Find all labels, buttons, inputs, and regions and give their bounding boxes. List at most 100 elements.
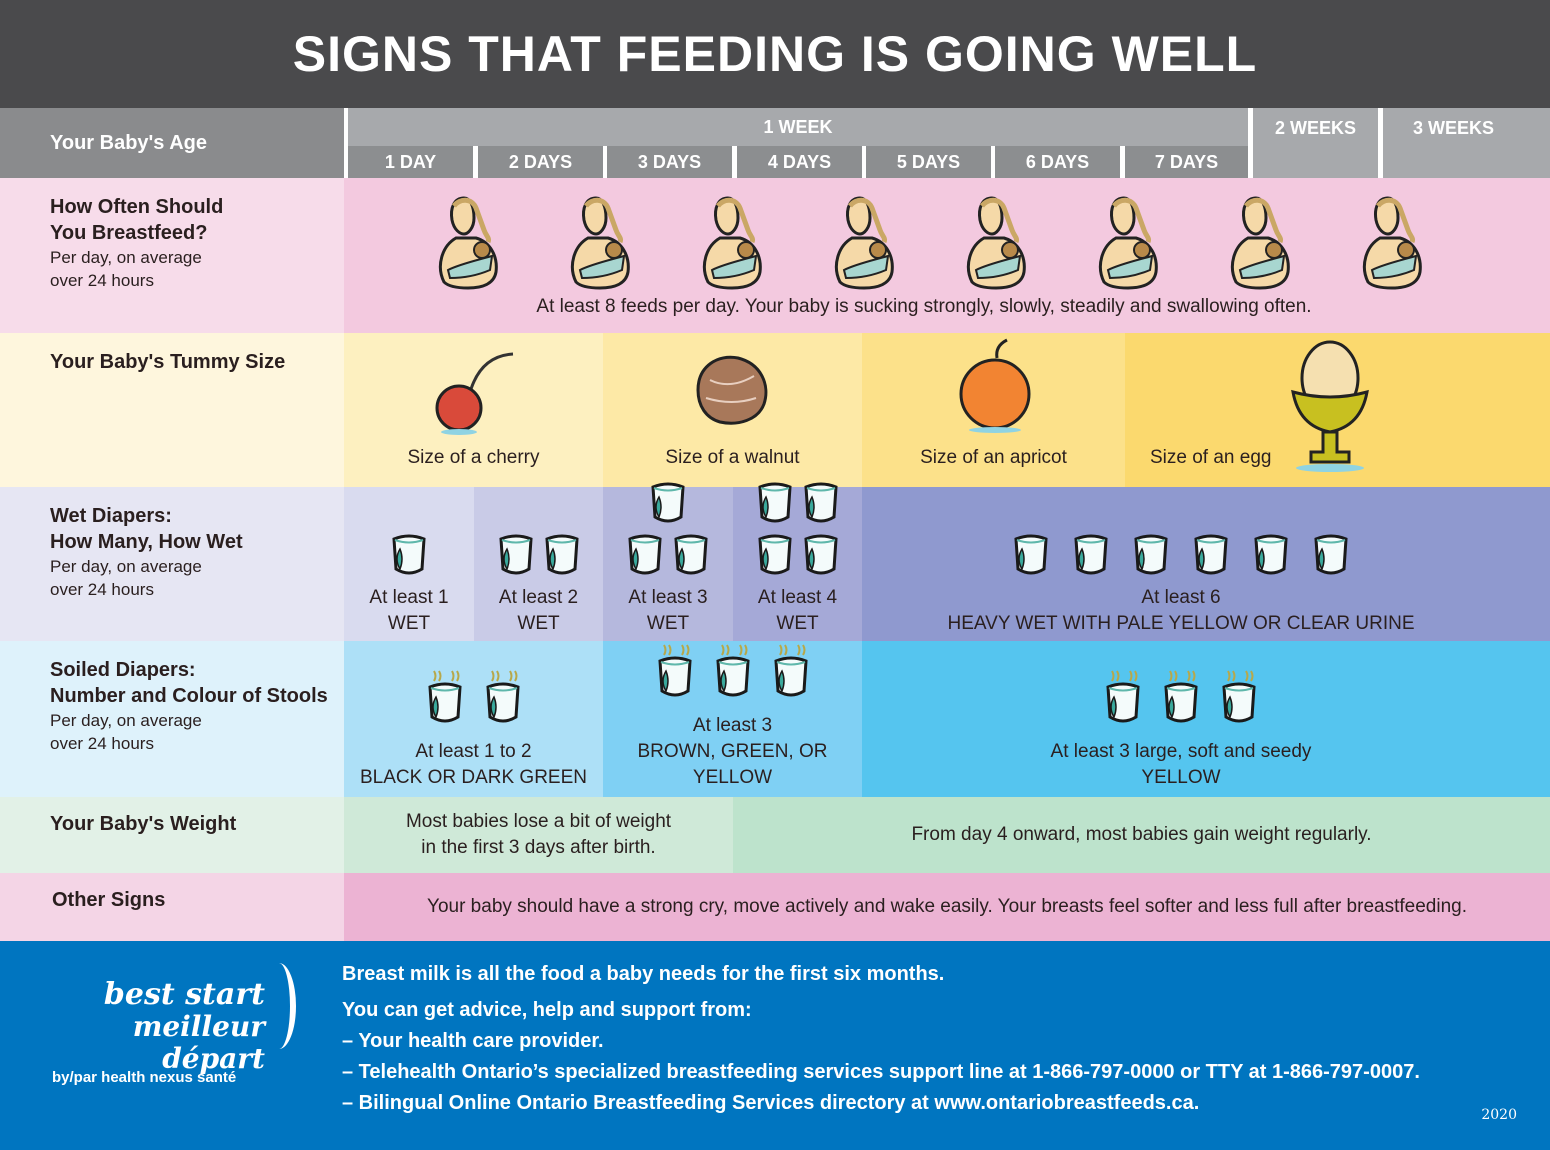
wet-count: At least 3 — [628, 587, 708, 608]
wet-description: WET — [646, 613, 690, 634]
tummy-size-label: Size of a walnut — [665, 447, 800, 468]
other-cell: Your baby should have a strong cry, move… — [344, 873, 1550, 941]
soiled-diaper-icon — [484, 669, 522, 733]
age-header-label: Your Baby's Age — [0, 108, 344, 178]
soiled-count: At least 3 large, soft and seedy — [1050, 741, 1312, 762]
tummy-egg-in-cup: Size of an egg — [1125, 333, 1550, 487]
logo-line-2: meilleur départ — [132, 1010, 265, 1075]
wet-diaper-icon — [756, 533, 794, 585]
tummy-apricot: Size of an apricot — [862, 333, 1125, 487]
weight-early-2: in the first 3 days after birth. — [421, 837, 656, 858]
year: 2020 — [1481, 1107, 1517, 1123]
wet-diaper-icon — [1012, 533, 1050, 585]
tummy-size-label: Size of an apricot — [920, 447, 1067, 468]
weight-label: Your Baby's Weight — [0, 797, 344, 873]
breastfeeding-mother-icon — [1358, 194, 1434, 295]
best-start-logo: best start meilleur départ — [40, 979, 265, 1075]
breastfeeding-mother-icon — [1226, 194, 1302, 295]
wet-diaper-icon — [543, 533, 581, 585]
wet-diaper-icon — [1072, 533, 1110, 585]
week2-header: 2 WEEKS — [1253, 108, 1378, 178]
day-header: 5 DAYS — [866, 146, 991, 178]
wet-diaper-icon — [390, 533, 428, 585]
stool-colour: YELLOW — [1141, 767, 1221, 788]
feeding-sub-2: over 24 hours — [50, 271, 154, 290]
soiled-title-2: Number and Colour of Stools — [50, 685, 328, 707]
day-header: 6 DAYS — [995, 146, 1120, 178]
tummy-size-label: Size of a cherry — [407, 447, 540, 468]
footer-line: – Your health care provider. — [342, 1030, 604, 1052]
soiled-count: At least 3 — [692, 715, 773, 736]
footer-line: – Bilingual Online Ontario Breastfeeding… — [342, 1092, 1200, 1114]
wet-diaper-icon — [672, 533, 710, 585]
day-header: 7 DAYS — [1125, 146, 1248, 178]
wet-diaper-icon — [802, 533, 840, 585]
soiled-diaper-icon — [1104, 669, 1142, 733]
soiled-sub: Per day, on average — [50, 711, 202, 730]
soiled-label: Soiled Diapers: Number and Colour of Stoo… — [0, 641, 344, 797]
health-nexus-logo: by/par health nexus santé — [52, 1069, 237, 1086]
soiled-count: At least 1 to 2 — [415, 741, 532, 762]
wet-description: WET — [776, 613, 819, 634]
egg-in-cup-icon — [1285, 336, 1375, 481]
footer-line: Breast milk is all the food a baby needs… — [342, 963, 945, 985]
weight-title: Your Baby's Weight — [50, 813, 237, 835]
footer-line: – Telehealth Ontario’s specialized breas… — [342, 1061, 1420, 1083]
wet-diaper-icon — [626, 533, 664, 585]
day-header: 3 DAYS — [607, 146, 732, 178]
wet-diaper-icon — [1192, 533, 1230, 585]
wet-diapers-cell: At least 2 WET — [474, 487, 603, 641]
wet-count: At least 1 — [369, 587, 449, 608]
soiled-diaper-icon — [426, 669, 464, 733]
breastfeeding-mother-icon — [566, 194, 642, 295]
soiled-diapers-cell: At least 1 to 2 BLACK OR DARK GREEN — [344, 641, 603, 797]
week1-header: 1 WEEK — [348, 108, 1248, 146]
wet-diapers-cell: At least 1 WET — [344, 487, 474, 641]
soiled-diaper-icon — [1220, 669, 1258, 733]
feeding-label: How Often Should You Breastfeed? Per day,… — [0, 178, 344, 333]
feeding-title-2: You Breastfeed? — [50, 222, 208, 244]
page-title: SIGNS THAT FEEDING IS GOING WELL — [0, 0, 1550, 108]
feeding-cell: At least 8 feeds per day. Your baby is s… — [344, 178, 1550, 333]
footer-line: You can get advice, help and support fro… — [342, 999, 752, 1021]
day-header: 1 DAY — [348, 146, 473, 178]
breastfeeding-mother-icon — [1094, 194, 1170, 295]
stool-colour: BLACK OR DARK GREEN — [360, 767, 587, 788]
day-header: 4 DAYS — [737, 146, 862, 178]
age-label: Your Baby's Age — [50, 131, 208, 154]
wet-description: WET — [517, 613, 560, 634]
breastfeeding-mother-icon — [830, 194, 906, 295]
wet-diaper-icon — [1252, 533, 1290, 585]
footer: best start meilleur départ by/par health … — [0, 941, 1550, 1150]
stool-colour: BROWN, GREEN, OR YELLOW — [637, 741, 828, 788]
wet-label: Wet Diapers: How Many, How Wet Per day, o… — [0, 487, 344, 641]
tummy-label: Your Baby's Tummy Size — [0, 333, 344, 487]
feeding-sub: Per day, on average — [50, 248, 202, 267]
weight-early-1: Most babies lose a bit of weight — [405, 811, 672, 832]
soiled-diaper-icon — [1162, 669, 1200, 733]
breastfeeding-mother-icon — [962, 194, 1038, 295]
wet-count: At least 4 — [757, 587, 838, 608]
other-label: Other Signs — [0, 873, 344, 941]
breastfeeding-mother-icon — [434, 194, 510, 295]
wet-description: WET — [387, 613, 431, 634]
breastfeeding-mother-icon — [698, 194, 774, 295]
logo-bracket-icon — [262, 963, 296, 1049]
wet-title-2: How Many, How Wet — [50, 531, 243, 553]
wet-diaper-icon — [802, 481, 840, 533]
week3-header: 3 WEEKS — [1383, 108, 1550, 178]
wet-count: At least 6 — [1141, 587, 1221, 608]
wet-diapers-cell: At least 4 WET — [733, 482, 862, 641]
wet-diapers-cell: At least 6 HEAVY WET WITH PALE YELLOW OR … — [862, 487, 1550, 641]
weight-later: From day 4 onward, most babies gain weig… — [733, 797, 1550, 873]
wet-diapers-cell: At least 3 WET — [603, 482, 733, 641]
tummy-cherry: Size of a cherry — [344, 333, 603, 487]
soiled-sub-2: over 24 hours — [50, 734, 154, 753]
wet-diaper-icon — [756, 481, 794, 533]
tummy-walnut: Size of a walnut — [603, 333, 862, 487]
feeding-title: How Often Should — [50, 196, 224, 218]
logo-line-1: best start — [103, 977, 265, 1012]
soiled-title: Soiled Diapers: — [50, 659, 196, 681]
other-text: Your baby should have a strong cry, move… — [427, 896, 1467, 917]
wet-sub: Per day, on average — [50, 557, 202, 576]
